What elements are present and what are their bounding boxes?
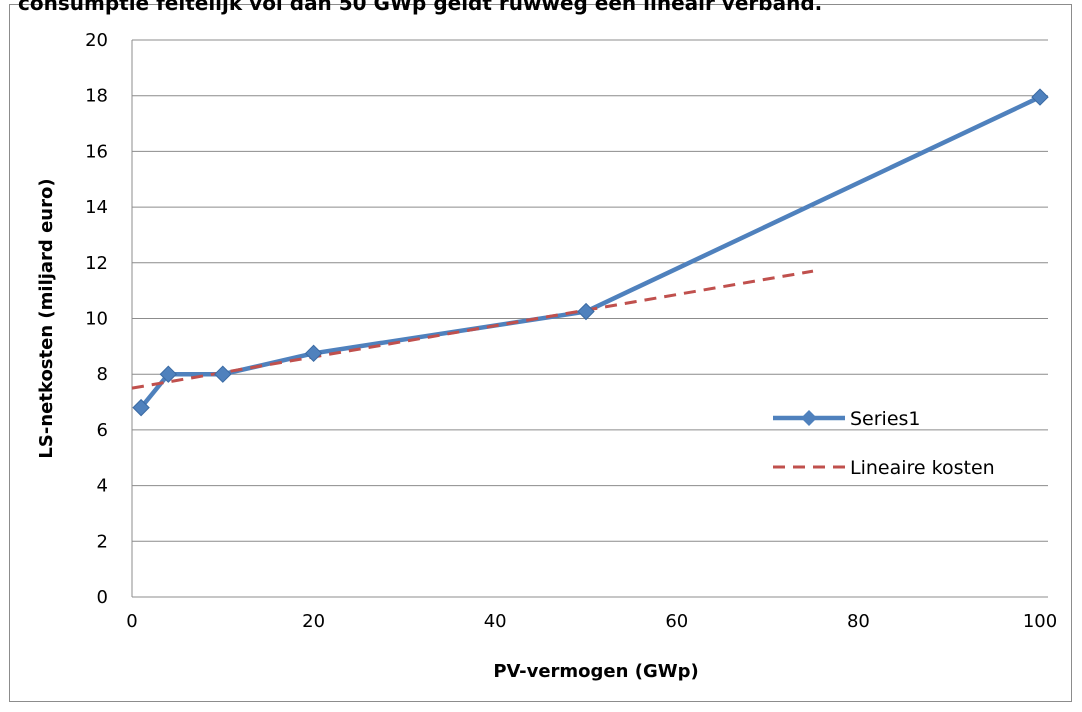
y-tick-label: 2 <box>97 531 108 552</box>
x-tick-label: 40 <box>484 611 507 632</box>
series1-marker <box>577 302 595 321</box>
y-tick-label: 6 <box>97 420 108 441</box>
series1-marker <box>304 344 323 363</box>
y-tick-label: 14 <box>85 197 108 218</box>
y-tick-label: 0 <box>97 587 108 608</box>
series1-marker <box>132 398 150 417</box>
x-axis-title: PV-vermogen (GWp) <box>493 661 698 682</box>
series1-marker <box>1031 88 1049 106</box>
y-tick-label: 8 <box>97 364 108 385</box>
legend-series1-marker <box>801 410 817 426</box>
axes <box>131 40 1048 598</box>
x-tick-labels: 0 20 40 60 80 100 <box>126 611 1057 632</box>
gridlines <box>132 39 1048 542</box>
x-tick-label: 80 <box>847 611 870 632</box>
chart-title: consumptie feitelijk vol dan 50 GWp geld… <box>18 0 823 15</box>
series1-marker <box>159 365 178 383</box>
legend-series1-label: Series1 <box>850 408 921 430</box>
y-tick-label: 18 <box>85 86 108 107</box>
y-tick-label: 20 <box>85 30 108 51</box>
series-layer <box>131 88 1049 417</box>
y-tick-labels: 0 2 4 6 8 10 12 14 16 18 20 <box>85 30 108 608</box>
x-tick-label: 60 <box>665 611 688 632</box>
y-tick-label: 16 <box>85 141 108 162</box>
y-tick-label: 10 <box>85 309 108 330</box>
x-tick-label: 20 <box>302 611 325 632</box>
y-tick-label: 12 <box>85 253 108 274</box>
lineaire-kosten-line <box>131 269 814 390</box>
x-tick-label: 100 <box>1023 611 1057 632</box>
legend-lineaire-kosten-label: Lineaire kosten <box>850 457 995 479</box>
x-tick-label: 0 <box>126 611 137 632</box>
chart-frame: consumptie feitelijk vol dan 50 GWp geld… <box>9 0 1072 702</box>
y-tick-label: 4 <box>97 476 108 497</box>
y-axis-title: LS-netkosten (miljard euro) <box>36 178 57 458</box>
series1-line <box>139 95 1041 410</box>
legend: Series1 Lineaire kosten <box>773 408 995 479</box>
series1-marker <box>214 365 232 383</box>
